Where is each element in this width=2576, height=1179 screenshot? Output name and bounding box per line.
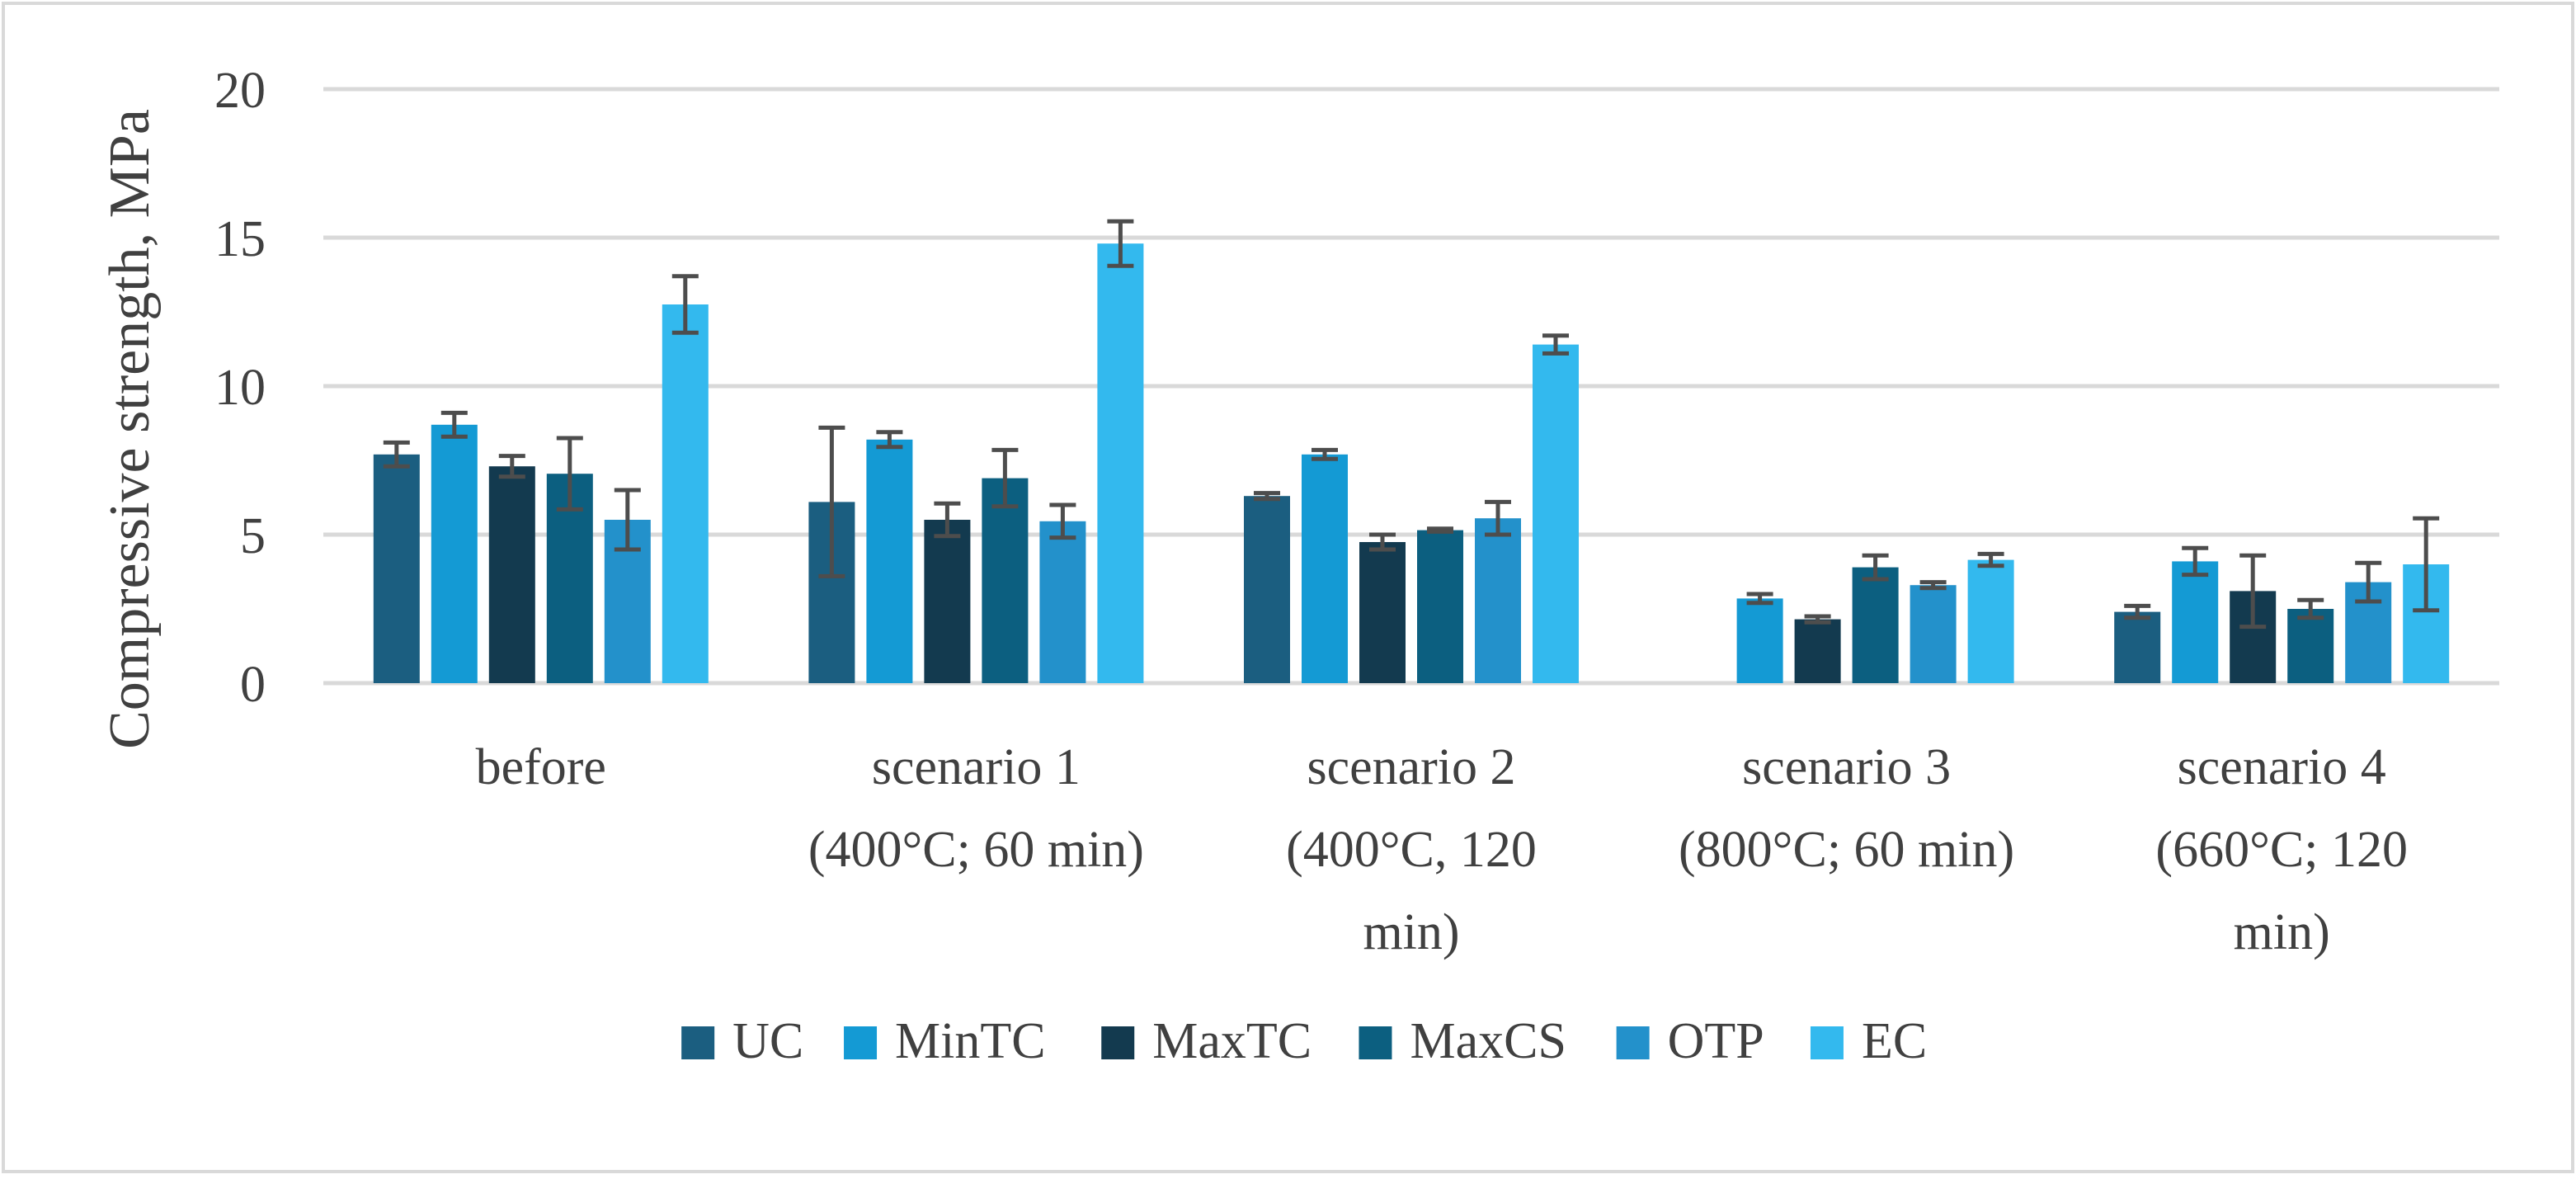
error-bar-ec-3	[1977, 551, 2004, 568]
error-bar-maxcs-4	[2297, 597, 2324, 620]
bar-ec-0	[662, 304, 709, 683]
error-bar-ec-0	[671, 274, 699, 335]
error-bar-otp-1	[1049, 502, 1076, 540]
x-tick-label: (660°C; 120	[2155, 822, 2408, 878]
legend: UC MinTC MaxTC MaxCS OTP EC	[681, 1013, 1927, 1069]
y-axis-title: Compressive strength, MPa	[98, 109, 162, 749]
bar-maxtc-1	[924, 520, 971, 683]
error-bar-otp-3	[1919, 580, 1947, 591]
error-bar-maxtc-2	[1369, 532, 1396, 552]
error-bar-maxcs-1	[991, 447, 1019, 509]
bar-mintc-3	[1736, 598, 1783, 683]
y-axis-ticks: 0 5 10 15 20	[214, 63, 266, 713]
error-bar-uc-4	[2124, 603, 2151, 620]
x-tick-label: (400°C; 60 min)	[808, 822, 1144, 878]
error-bar-uc-1	[818, 425, 845, 578]
error-bar-ec-4	[2413, 516, 2440, 613]
bar-otp-3	[1910, 585, 1957, 683]
bar-mintc-1	[866, 439, 913, 683]
error-bars	[383, 219, 2440, 630]
legend-item-uc: UC	[681, 1013, 803, 1069]
bar-uc-0	[373, 454, 420, 683]
bar-mintc-2	[1302, 454, 1348, 683]
legend-swatch	[844, 1026, 878, 1059]
bar-maxtc-3	[1794, 619, 1841, 683]
error-bar-maxtc-0	[498, 454, 525, 479]
y-tick-label: 10	[214, 360, 266, 416]
bar-otp-2	[1475, 518, 1521, 683]
bar-mintc-0	[431, 424, 478, 683]
x-tick-label: scenario 1	[872, 739, 1081, 795]
bar-ec-2	[1533, 344, 1579, 683]
legend-swatch	[1101, 1026, 1135, 1059]
error-bar-maxcs-3	[1862, 553, 1889, 582]
x-axis-labels: before scenario 1 (400°C; 60 min) scenario …	[476, 739, 2408, 960]
bar-maxcs-4	[2287, 609, 2334, 683]
bar-ec-3	[1967, 559, 2014, 683]
bar-uc-4	[2114, 611, 2161, 683]
legend-swatch	[681, 1026, 715, 1059]
x-tick-label: scenario 3	[1742, 739, 1951, 795]
error-bar-uc-0	[383, 440, 410, 469]
error-bar-mintc-3	[1746, 592, 1773, 606]
x-tick-label: min)	[1363, 904, 1459, 960]
error-bar-mintc-0	[440, 410, 468, 439]
error-bar-maxcs-2	[1427, 526, 1453, 534]
legend-item-maxcs: MaxCS	[1359, 1013, 1566, 1069]
error-bar-otp-0	[614, 488, 641, 552]
error-bar-mintc-2	[1312, 447, 1338, 461]
error-bar-mintc-4	[2182, 545, 2209, 578]
x-tick-label: scenario 4	[2178, 739, 2386, 795]
bar-maxcs-3	[1852, 567, 1899, 683]
legend-swatch	[1810, 1026, 1844, 1059]
legend-item-mintc: MinTC	[844, 1013, 1046, 1069]
legend-label: UC	[732, 1013, 803, 1069]
x-tick-label: (400°C, 120	[1286, 822, 1537, 878]
legend-label: MaxTC	[1152, 1013, 1312, 1069]
y-tick-label: 0	[240, 657, 266, 713]
bar-maxtc-0	[488, 466, 535, 683]
legend-item-otp: OTP	[1616, 1013, 1764, 1069]
legend-swatch	[1616, 1026, 1650, 1059]
legend-label: OTP	[1668, 1013, 1764, 1069]
x-tick-label: scenario 2	[1307, 739, 1515, 795]
error-bar-maxtc-1	[934, 501, 961, 539]
y-tick-label: 5	[240, 508, 266, 564]
error-bar-ec-1	[1107, 219, 1134, 268]
bar-otp-1	[1039, 521, 1086, 683]
legend-item-maxtc: MaxTC	[1101, 1013, 1312, 1069]
legend-label: MaxCS	[1410, 1013, 1566, 1069]
legend-label: EC	[1862, 1013, 1927, 1069]
error-bar-otp-4	[2355, 560, 2382, 604]
error-bar-mintc-1	[876, 430, 903, 450]
error-bar-uc-2	[1254, 491, 1280, 502]
error-bar-maxtc-3	[1804, 614, 1831, 625]
x-tick-label: before	[476, 739, 606, 795]
legend-item-ec: EC	[1810, 1013, 1927, 1069]
legend-label: MinTC	[895, 1013, 1046, 1069]
bar-ec-1	[1097, 243, 1144, 683]
error-bar-ec-2	[1542, 333, 1569, 356]
y-tick-label: 20	[214, 63, 266, 119]
bar-maxcs-2	[1417, 530, 1463, 683]
x-tick-label: min)	[2234, 904, 2330, 960]
x-tick-label: (800°C; 60 min)	[1679, 822, 2014, 878]
bar-maxcs-1	[982, 478, 1029, 683]
bar-maxtc-2	[1359, 542, 1406, 683]
y-tick-label: 15	[214, 211, 266, 267]
error-bar-otp-2	[1485, 499, 1511, 537]
error-bar-maxcs-0	[556, 436, 583, 512]
error-bar-maxtc-4	[2239, 553, 2267, 630]
legend-swatch	[1359, 1026, 1392, 1059]
bar-uc-2	[1244, 496, 1290, 683]
bar-mintc-4	[2172, 561, 2219, 683]
